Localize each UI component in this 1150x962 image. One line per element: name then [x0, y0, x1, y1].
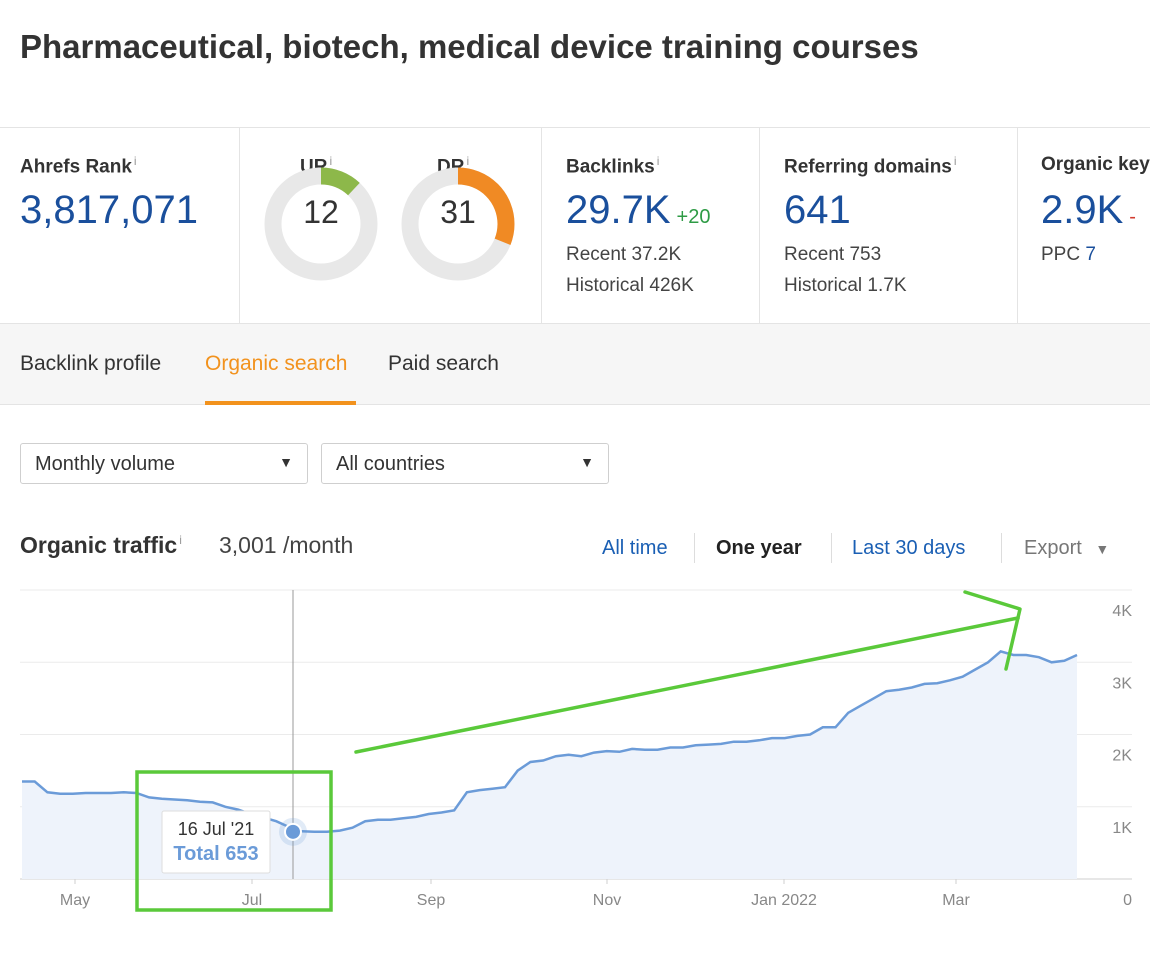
dr-value: 31	[440, 194, 476, 230]
country-select[interactable]: All countries ▼	[321, 443, 609, 484]
x-tick-label: Jan 2022	[751, 892, 817, 909]
metric-backlinks: Backlinks i 29.7K +20 Recent 37.2K Histori…	[542, 128, 760, 323]
tab-paid-search[interactable]: Paid search	[388, 352, 499, 375]
backlinks-label: Backlinks	[566, 156, 655, 178]
volume-select-value: Monthly volume	[35, 453, 176, 475]
page-title: Pharmaceutical, biotech, medical device …	[20, 28, 919, 65]
divider	[831, 533, 832, 563]
divider	[694, 533, 695, 563]
referring-domains-value[interactable]: 641	[784, 188, 851, 232]
ur-value: 12	[303, 194, 339, 230]
volume-select[interactable]: Monthly volume ▼	[20, 443, 308, 484]
metric-ur-dr: UR i 12 DR i 31	[240, 128, 542, 323]
tab-backlink-profile[interactable]: Backlink profile	[20, 352, 162, 375]
info-icon[interactable]: i	[466, 154, 470, 168]
referring-domains-recent[interactable]: Recent 753	[784, 244, 882, 265]
ppc-value[interactable]: 7	[1085, 244, 1096, 265]
backlinks-value[interactable]: 29.7K	[566, 188, 671, 232]
active-tab-indicator	[205, 401, 356, 405]
range-one-year[interactable]: One year	[716, 537, 802, 559]
organic-traffic-title: Organic traffic	[20, 532, 178, 558]
metric-referring-domains: Referring domains i 641 Recent 753 Histor…	[760, 128, 1018, 323]
divider	[1001, 533, 1002, 563]
info-icon[interactable]: i	[133, 154, 137, 168]
organic-keywords-delta: -	[1129, 206, 1136, 228]
arrow-head	[963, 590, 1022, 671]
caret-down-icon: ▼	[279, 454, 293, 470]
export-button[interactable]: Export ▼	[1024, 537, 1109, 560]
x-tick-label: May	[60, 892, 90, 909]
info-icon[interactable]: i	[329, 154, 333, 168]
referring-domains-historical[interactable]: Historical 1.7K	[784, 275, 907, 296]
tooltip-box	[161, 810, 271, 874]
organic-traffic-chart[interactable]: 4K 3K 2K 1K 0 May Jul Sep Nov Jan 2022 Mar 16 Jul…	[0, 585, 1150, 925]
range-last-30-days[interactable]: Last 30 days	[852, 537, 966, 559]
annotation-highlight-box	[135, 770, 333, 912]
dr-gauge[interactable]	[399, 165, 517, 283]
ahrefs-rank-value[interactable]: 3,817,071	[20, 188, 198, 232]
backlinks-historical[interactable]: Historical 426K	[566, 275, 694, 296]
annotation-trend-arrow	[354, 590, 1022, 754]
caret-down-icon: ▼	[580, 454, 594, 470]
export-label: Export	[1024, 537, 1082, 559]
x-tick-label: Nov	[593, 892, 621, 909]
referring-domains-label: Referring domains	[784, 156, 952, 178]
tab-organic-search[interactable]: Organic search	[205, 352, 348, 375]
metrics-bar: Ahrefs Rank i 3,817,071 UR i 12 DR i 31 Bac…	[0, 127, 1150, 324]
info-icon[interactable]: i	[179, 533, 182, 548]
y-tick-label: 2K	[1112, 748, 1132, 765]
traffic-area	[22, 651, 1077, 879]
y-tick-label: 0	[1123, 892, 1132, 909]
info-icon[interactable]: i	[953, 154, 957, 168]
traffic-line	[22, 650, 1078, 834]
ppc-label: PPC	[1041, 244, 1081, 265]
x-tick-label: Jul	[242, 892, 262, 909]
info-icon[interactable]: i	[656, 154, 660, 168]
y-axis: 4K 3K 2K 1K 0	[1112, 603, 1132, 909]
x-tick-label: Mar	[942, 892, 970, 909]
organic-keywords-label: Organic key	[1041, 154, 1150, 175]
backlinks-recent[interactable]: Recent 37.2K	[566, 244, 682, 265]
range-all-time[interactable]: All time	[602, 537, 668, 559]
metric-organic-keywords: Organic key 2.9K - PPC 7	[1018, 128, 1150, 323]
organic-traffic-value: 3,001 /month	[219, 532, 354, 558]
country-select-value: All countries	[336, 453, 445, 475]
tooltip-total: Total 653	[173, 843, 258, 865]
tooltip-date: 16 Jul '21	[178, 819, 255, 839]
caret-down-icon: ▼	[1095, 541, 1110, 557]
organic-keywords-value[interactable]: 2.9K	[1041, 188, 1124, 232]
backlinks-delta[interactable]: +20	[676, 206, 711, 228]
chart-tooltip: 16 Jul '21 Total 653	[161, 810, 271, 874]
ahrefs-rank-label: Ahrefs Rank	[20, 156, 132, 178]
y-tick-label: 3K	[1112, 675, 1132, 692]
hover-point	[284, 822, 302, 841]
x-tick-label: Sep	[417, 892, 446, 909]
y-tick-label: 1K	[1112, 820, 1132, 837]
ur-gauge[interactable]	[262, 165, 380, 283]
metric-ahrefs-rank: Ahrefs Rank i 3,817,071	[0, 128, 240, 323]
arrow-shaft	[354, 616, 1020, 754]
x-axis: May Jul Sep Nov Jan 2022 Mar	[60, 879, 970, 909]
y-tick-label: 4K	[1112, 603, 1132, 620]
tab-bar: Backlink profile Organic search Paid sea…	[0, 324, 1150, 405]
